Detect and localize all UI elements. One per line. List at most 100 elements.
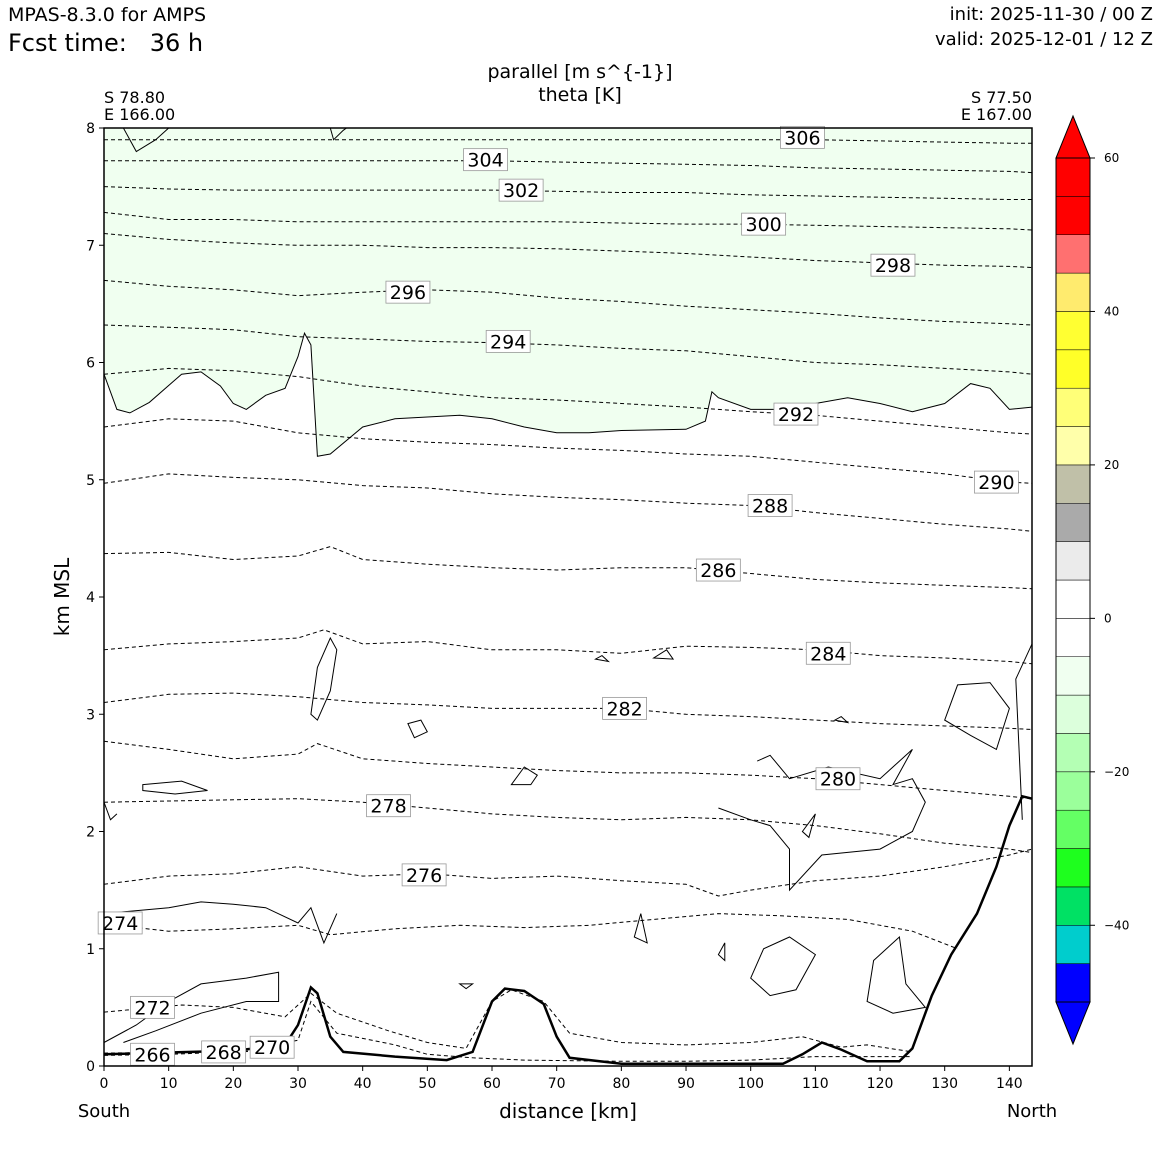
colorbar-segment bbox=[1055, 157, 1091, 197]
wind-contour bbox=[104, 802, 118, 821]
theta-label-text: 286 bbox=[700, 560, 736, 582]
x-tick-label: 90 bbox=[677, 1076, 695, 1092]
wind-contour bbox=[944, 682, 1010, 751]
shaded-region bbox=[104, 128, 1032, 457]
wind-contour bbox=[1015, 643, 1032, 820]
wind-contour bbox=[594, 654, 611, 663]
theta-label-280: 280 bbox=[815, 767, 861, 791]
theta-label-text: 278 bbox=[370, 796, 406, 818]
colorbar-segment bbox=[1055, 579, 1091, 619]
wind-contour bbox=[750, 936, 817, 997]
theta-label-text: 266 bbox=[134, 1044, 170, 1066]
theta-label-box bbox=[463, 148, 508, 172]
theta-label-302: 302 bbox=[498, 178, 544, 202]
colorbar-segment bbox=[1055, 349, 1091, 389]
wind-contour bbox=[458, 983, 475, 990]
colorbar-segment bbox=[1055, 963, 1091, 1003]
colorbar-segment bbox=[1055, 272, 1091, 312]
theta-label-box bbox=[870, 253, 916, 277]
theta-label-text: 292 bbox=[778, 404, 814, 426]
x-tick-label: 130 bbox=[931, 1076, 958, 1092]
colorbar-extend-max bbox=[1055, 114, 1091, 159]
wind-contour bbox=[510, 766, 539, 786]
wind-contour bbox=[718, 749, 926, 892]
theta-label-290: 290 bbox=[974, 470, 1019, 494]
theta-contour-290 bbox=[104, 418, 1032, 484]
theta-label-box bbox=[498, 178, 544, 202]
theta-contour-304 bbox=[104, 160, 1032, 174]
wind-contour bbox=[717, 942, 726, 962]
theta-label-box bbox=[747, 494, 793, 517]
theta-label-276: 276 bbox=[401, 863, 447, 887]
theta-contour-282 bbox=[104, 692, 1032, 730]
theta-label-box bbox=[602, 696, 647, 720]
theta-label-300: 300 bbox=[741, 212, 787, 236]
wind-contour bbox=[329, 128, 347, 141]
wind-contour bbox=[652, 649, 675, 660]
theta-label-layer: 266 268 270 272 274 276 278 280 282 284 286 288 290 2… bbox=[97, 125, 1019, 1066]
theta-label-text: 268 bbox=[206, 1042, 242, 1064]
theta-label-box bbox=[780, 125, 825, 149]
model-title: MPAS-8.3.0 for AMPS bbox=[8, 4, 207, 26]
theta-label-text: 294 bbox=[490, 331, 526, 353]
theta-contour-276 bbox=[104, 848, 1032, 897]
theta-label-text: 274 bbox=[102, 913, 138, 935]
colorbar-extend-min bbox=[1055, 1001, 1091, 1046]
x-tick-label: 10 bbox=[160, 1076, 178, 1092]
theta-label-box bbox=[974, 470, 1019, 494]
colorbar-segment bbox=[1055, 196, 1091, 235]
theta-label-box bbox=[805, 641, 851, 665]
south-label: South bbox=[78, 1101, 130, 1122]
y-tick-label: 5 bbox=[86, 473, 95, 489]
theta-label-text: 276 bbox=[406, 865, 442, 887]
colorbar-segment bbox=[1055, 771, 1091, 811]
x-tick-label: 70 bbox=[548, 1076, 566, 1092]
theta-contour-layer bbox=[104, 139, 1032, 1062]
theta-label-270: 270 bbox=[249, 1035, 295, 1059]
chart-title-line1: parallel [m s^{-1}] bbox=[487, 61, 672, 83]
theta-contour-278 bbox=[104, 798, 1032, 854]
forecast-time-value: 36 h bbox=[149, 29, 204, 57]
shaded-region-layer bbox=[104, 128, 1032, 457]
theta-label-278: 278 bbox=[366, 794, 411, 818]
colorbar-segment bbox=[1055, 464, 1091, 504]
colorbar-tick-label: 20 bbox=[1104, 458, 1119, 472]
theta-contour-306 bbox=[104, 139, 1032, 144]
y-tick-label: 2 bbox=[86, 825, 95, 841]
colorbar-segment bbox=[1055, 387, 1091, 427]
theta-label-box bbox=[366, 794, 411, 818]
theta-contour-298 bbox=[104, 233, 1032, 268]
y-tick-label: 1 bbox=[86, 942, 95, 958]
theta-label-268: 268 bbox=[201, 1040, 247, 1064]
theta-contour-280 bbox=[104, 740, 1032, 800]
colorbar-tick-label: −20 bbox=[1104, 765, 1129, 779]
y-tick-label: 3 bbox=[86, 707, 95, 723]
y-tick-label: 6 bbox=[86, 356, 95, 372]
theta-label-box bbox=[201, 1040, 247, 1064]
theta-label-text: 282 bbox=[606, 698, 642, 720]
colorbar-segment bbox=[1055, 656, 1091, 696]
theta-label-298: 298 bbox=[870, 253, 916, 277]
wind-contour bbox=[633, 913, 648, 944]
wind-contour bbox=[142, 780, 208, 795]
wind-contour-layer bbox=[104, 128, 1032, 1043]
theta-label-box bbox=[741, 212, 787, 236]
colorbar-segment bbox=[1055, 503, 1091, 542]
theta-label-text: 296 bbox=[390, 282, 426, 304]
theta-label-284: 284 bbox=[805, 641, 851, 665]
x-tick-label: 20 bbox=[224, 1076, 242, 1092]
y-axis-label: km MSL bbox=[50, 557, 74, 636]
theta-contour-272 bbox=[104, 989, 913, 1053]
theta-label-box bbox=[130, 995, 175, 1019]
theta-label-296: 296 bbox=[385, 280, 431, 304]
theta-label-text: 280 bbox=[820, 769, 856, 791]
colorbar-segment bbox=[1055, 426, 1091, 466]
theta-label-box bbox=[401, 863, 447, 887]
colorbar-segment bbox=[1055, 733, 1091, 773]
theta-contour-300 bbox=[104, 211, 1032, 231]
theta-label-box bbox=[97, 911, 143, 935]
theta-label-text: 304 bbox=[467, 150, 503, 172]
y-tick-label: 7 bbox=[86, 238, 95, 254]
theta-label-272: 272 bbox=[130, 995, 175, 1019]
